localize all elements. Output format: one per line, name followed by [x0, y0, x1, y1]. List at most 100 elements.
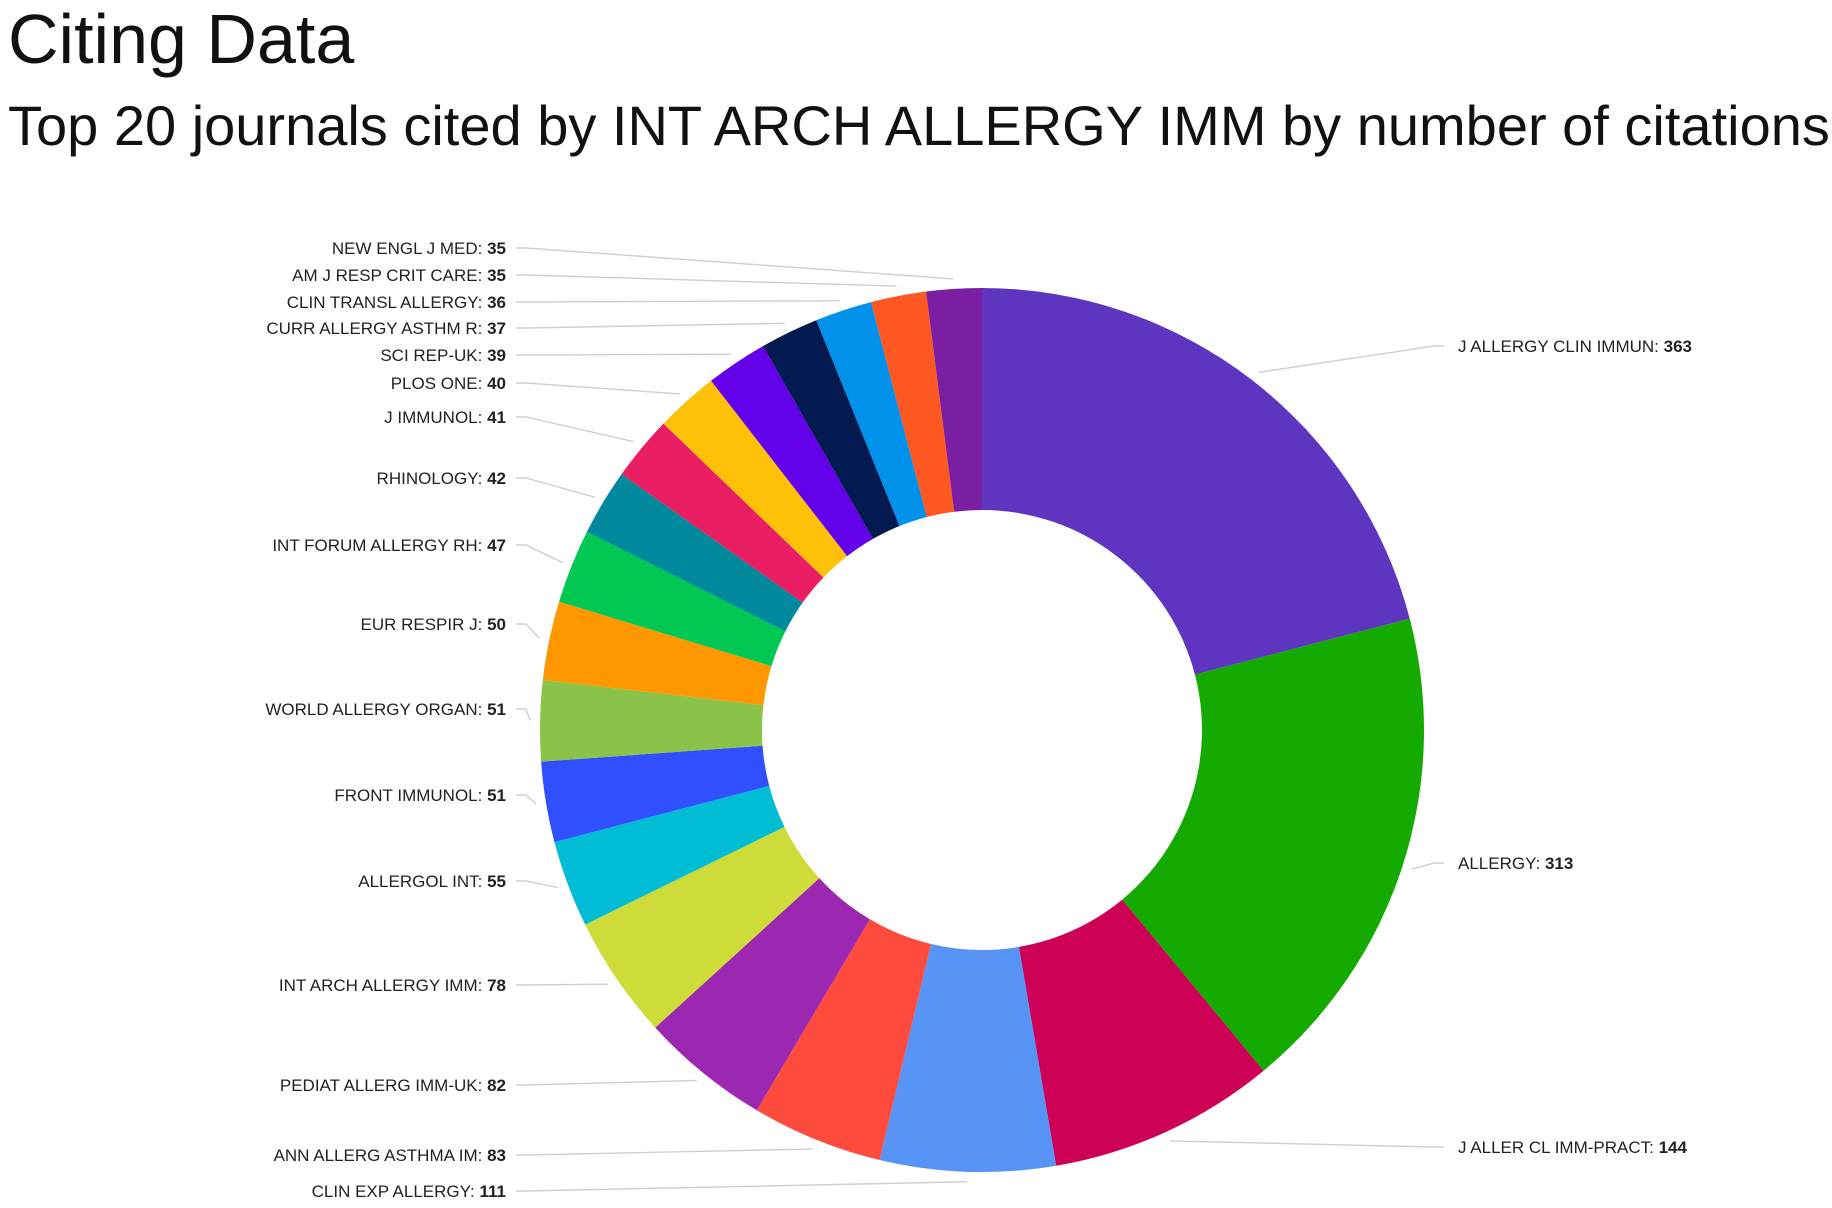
- data-label-value: 83: [487, 1146, 506, 1165]
- slice-int-forum-allergy-rh[interactable]: [559, 531, 786, 667]
- data-label-rhinology: RHINOLOGY: 42: [377, 469, 506, 488]
- data-label-value: 40: [487, 374, 506, 393]
- data-label-value: 47: [487, 536, 506, 555]
- data-label-front-immunol: FRONT IMMUNOL: 51: [334, 786, 506, 805]
- data-label-name: ALLERGOL INT:: [358, 872, 487, 891]
- slice-world-allergy-organ[interactable]: [539, 680, 764, 762]
- data-label-value: 35: [487, 266, 506, 285]
- leader-line-front-immunol: [516, 794, 537, 805]
- slice-front-immunol[interactable]: [541, 745, 770, 843]
- slice-am-j-resp-crit-care[interactable]: [871, 291, 955, 518]
- leader-line-allergy: [1411, 862, 1444, 870]
- leader-line-ann-allerg-asthma-im: [516, 1148, 813, 1156]
- leader-line-pediat-allerg-imm-uk: [516, 1079, 697, 1086]
- data-label-value: 37: [487, 319, 506, 338]
- data-label-value: 51: [487, 786, 506, 805]
- data-label-name: AM J RESP CRIT CARE:: [292, 266, 487, 285]
- data-label-name: RHINOLOGY:: [377, 469, 488, 488]
- data-label-value: 39: [487, 346, 506, 365]
- leader-line-curr-allergy-asthm-r: [516, 322, 785, 329]
- data-label-name: PEDIAT ALLERG IMM-UK:: [280, 1076, 487, 1095]
- leader-line-clin-exp-allergy: [516, 1181, 968, 1192]
- slice-allergol-int[interactable]: [554, 785, 785, 925]
- data-label-value: 35: [487, 239, 506, 258]
- slice-j-allergy-clin-immun[interactable]: [982, 288, 1410, 675]
- data-label-ann-allerg-asthma-im: ANN ALLERG ASTHMA IM: 83: [274, 1146, 506, 1165]
- leader-line-allergol-int: [516, 880, 559, 889]
- slice-j-aller-cl-imm-pract[interactable]: [1018, 899, 1264, 1166]
- data-label-int-forum-allergy-rh: INT FORUM ALLERGY RH: 47: [272, 536, 506, 555]
- data-label-value: 41: [487, 408, 506, 427]
- data-label-value: 78: [487, 976, 506, 995]
- data-label-name: J ALLER CL IMM-PRACT:: [1458, 1138, 1659, 1157]
- data-label-value: 50: [487, 615, 506, 634]
- leader-line-world-allergy-organ: [516, 708, 531, 721]
- data-label-value: 51: [487, 700, 506, 719]
- slice-curr-allergy-asthm-r[interactable]: [762, 320, 900, 539]
- data-label-value: 144: [1659, 1138, 1688, 1157]
- leader-line-int-forum-allergy-rh: [516, 544, 563, 564]
- leader-line-int-arch-allergy-imm: [516, 983, 609, 986]
- data-label-name: NEW ENGL J MED:: [332, 239, 487, 258]
- slice-j-immunol[interactable]: [621, 423, 824, 603]
- slice-clin-exp-allergy[interactable]: [879, 944, 1057, 1172]
- data-label-name: CLIN TRANSL ALLERGY:: [287, 293, 487, 312]
- page-title: Citing Data: [8, 0, 355, 78]
- slice-ann-allerg-asthma-im[interactable]: [756, 919, 932, 1160]
- slice-int-arch-allergy-imm[interactable]: [585, 826, 820, 1028]
- data-label-value: 42: [487, 469, 506, 488]
- data-label-j-immunol: J IMMUNOL: 41: [384, 408, 506, 427]
- data-label-name: CLIN EXP ALLERGY:: [312, 1182, 480, 1201]
- slice-allergy[interactable]: [1122, 618, 1424, 1071]
- data-label-name: FRONT IMMUNOL:: [334, 786, 487, 805]
- slice-rhinology[interactable]: [586, 474, 803, 632]
- slice-pediat-allerg-imm-uk[interactable]: [655, 878, 870, 1111]
- slice-eur-respir-j[interactable]: [542, 601, 772, 706]
- data-label-world-allergy-organ: WORLD ALLERGY ORGAN: 51: [265, 700, 506, 719]
- page-subtitle: Top 20 journals cited by INT ARCH ALLERG…: [8, 94, 1830, 157]
- data-label-value: 313: [1545, 854, 1573, 873]
- data-label-am-j-resp-crit-care: AM J RESP CRIT CARE: 35: [292, 266, 506, 285]
- data-label-name: J IMMUNOL:: [384, 408, 487, 427]
- data-label-allergy: ALLERGY: 313: [1458, 854, 1573, 873]
- leader-line-plos-one: [516, 382, 680, 395]
- leader-line-j-immunol: [516, 416, 635, 443]
- data-label-value: 55: [487, 872, 506, 891]
- leader-line-new-engl-j-med: [516, 247, 954, 280]
- data-label-name: PLOS ONE:: [391, 374, 487, 393]
- data-label-sci-rep-uk: SCI REP-UK: 39: [380, 346, 506, 365]
- data-label-value: 363: [1664, 337, 1692, 356]
- data-label-value: 82: [487, 1076, 506, 1095]
- data-label-j-aller-cl-imm-pract: J ALLER CL IMM-PRACT: 144: [1458, 1138, 1688, 1157]
- data-label-clin-transl-allergy: CLIN TRANSL ALLERGY: 36: [287, 293, 506, 312]
- data-label-pediat-allerg-imm-uk: PEDIAT ALLERG IMM-UK: 82: [280, 1076, 506, 1095]
- data-label-value: 36: [487, 293, 506, 312]
- data-label-name: CURR ALLERGY ASTHM R:: [266, 319, 487, 338]
- data-label-value: 111: [480, 1182, 507, 1201]
- data-label-plos-one: PLOS ONE: 40: [391, 374, 506, 393]
- slice-new-engl-j-med[interactable]: [926, 288, 982, 512]
- slice-clin-transl-allergy[interactable]: [816, 302, 927, 527]
- leader-line-sci-rep-uk: [516, 353, 731, 356]
- data-label-j-allergy-clin-immun: J ALLERGY CLIN IMMUN: 363: [1458, 337, 1692, 356]
- data-label-name: ANN ALLERG ASTHMA IM:: [274, 1146, 488, 1165]
- data-labels: J ALLERGY CLIN IMMUN: 363 ALLERGY: 313 J A…: [265, 239, 1692, 1201]
- slice-sci-rep-uk[interactable]: [711, 346, 873, 557]
- leader-lines: [516, 247, 1444, 1192]
- data-label-name: INT ARCH ALLERGY IMM:: [279, 976, 487, 995]
- leader-line-j-allergy-clin-immun: [1258, 345, 1444, 374]
- leader-line-rhinology: [516, 477, 595, 498]
- data-label-name: EUR RESPIR J:: [360, 615, 487, 634]
- leader-line-clin-transl-allergy: [516, 300, 841, 303]
- data-label-name: ALLERGY:: [1458, 854, 1545, 873]
- leader-line-j-aller-cl-imm-pract: [1170, 1140, 1444, 1148]
- leader-line-am-j-resp-crit-care: [516, 274, 897, 287]
- data-label-name: INT FORUM ALLERGY RH:: [272, 536, 487, 555]
- data-label-eur-respir-j: EUR RESPIR J: 50: [360, 615, 506, 634]
- data-label-new-engl-j-med: NEW ENGL J MED: 35: [332, 239, 506, 258]
- slice-plos-one[interactable]: [663, 380, 848, 578]
- data-label-name: J ALLERGY CLIN IMMUN:: [1458, 337, 1664, 356]
- chart-slices: [539, 288, 1424, 1172]
- leader-line-eur-respir-j: [516, 623, 540, 639]
- data-label-name: SCI REP-UK:: [380, 346, 487, 365]
